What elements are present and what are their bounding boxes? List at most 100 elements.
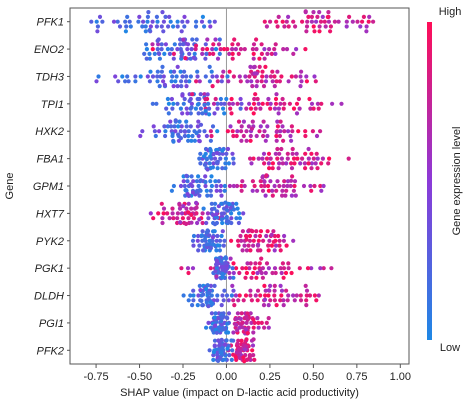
shap-point bbox=[307, 293, 313, 298]
shap-point bbox=[188, 74, 193, 79]
shap-point bbox=[291, 106, 297, 111]
shap-point bbox=[242, 347, 247, 352]
shap-point bbox=[222, 342, 228, 347]
shap-point bbox=[261, 84, 267, 89]
shap-point bbox=[268, 19, 273, 24]
shap-point bbox=[217, 343, 222, 348]
shap-point bbox=[231, 288, 236, 293]
shap-point bbox=[125, 14, 130, 19]
shap-point bbox=[288, 183, 293, 189]
shap-point bbox=[182, 14, 187, 19]
gene-label-pgi1: PGI1 bbox=[39, 318, 64, 330]
shap-point bbox=[202, 92, 207, 97]
shap-point bbox=[269, 243, 274, 248]
shap-point bbox=[152, 129, 157, 134]
shap-point bbox=[241, 133, 246, 139]
shap-point bbox=[274, 138, 279, 143]
shap-point bbox=[239, 183, 244, 189]
shap-point bbox=[273, 42, 278, 47]
shap-point bbox=[123, 19, 128, 24]
shap-point bbox=[315, 156, 320, 161]
shap-point bbox=[235, 341, 240, 346]
shap-point bbox=[280, 188, 285, 193]
shap-point bbox=[266, 325, 271, 330]
shap-point bbox=[237, 216, 242, 221]
shap-point bbox=[258, 229, 264, 234]
shap-point bbox=[231, 74, 236, 79]
shap-point bbox=[220, 272, 225, 277]
shap-point bbox=[294, 151, 299, 156]
shap-point bbox=[210, 47, 215, 52]
shap-point bbox=[178, 42, 183, 47]
shap-point bbox=[266, 316, 271, 321]
shap-point bbox=[199, 233, 205, 238]
shap-point bbox=[188, 182, 193, 187]
shap-point bbox=[218, 96, 223, 102]
shap-point bbox=[211, 242, 216, 247]
shap-point bbox=[186, 138, 191, 143]
shap-point bbox=[214, 248, 219, 253]
shap-point bbox=[367, 14, 372, 19]
shap-point bbox=[303, 283, 308, 288]
shap-point bbox=[252, 320, 257, 325]
shap-point bbox=[280, 96, 285, 102]
shap-point bbox=[194, 200, 199, 205]
shap-point bbox=[207, 64, 212, 69]
shap-point bbox=[307, 96, 312, 102]
shap-point bbox=[171, 56, 176, 61]
shap-point bbox=[189, 105, 194, 110]
shap-point bbox=[180, 216, 185, 221]
shap-point bbox=[286, 129, 291, 134]
shap-point bbox=[220, 275, 225, 280]
shap-point bbox=[291, 51, 296, 57]
shap-point bbox=[221, 69, 226, 74]
shap-point bbox=[214, 258, 219, 263]
shap-point bbox=[247, 74, 252, 79]
shap-point bbox=[238, 106, 243, 111]
shap-point bbox=[194, 37, 199, 42]
shap-point bbox=[213, 311, 218, 316]
gene-label-tdh3: TDH3 bbox=[35, 71, 65, 83]
shap-point bbox=[249, 275, 254, 280]
shap-point bbox=[180, 111, 185, 116]
shap-point bbox=[224, 204, 229, 209]
shap-point bbox=[261, 238, 266, 243]
shap-point bbox=[264, 261, 270, 266]
shap-point bbox=[231, 298, 236, 303]
shap-point bbox=[273, 243, 279, 248]
shap-point bbox=[186, 210, 191, 215]
shap-point bbox=[273, 51, 278, 57]
shap-point bbox=[267, 238, 272, 243]
shap-point bbox=[184, 173, 189, 178]
shap-point bbox=[208, 283, 214, 288]
shap-point bbox=[282, 233, 287, 239]
x-tick-label: 1.00 bbox=[390, 371, 411, 383]
shap-point bbox=[198, 151, 203, 156]
shap-point bbox=[260, 74, 265, 79]
shap-point bbox=[245, 79, 250, 84]
shap-point bbox=[167, 14, 172, 19]
shap-point bbox=[204, 325, 209, 330]
shap-point bbox=[179, 84, 184, 89]
shap-point bbox=[263, 293, 268, 298]
shap-point bbox=[251, 156, 256, 161]
shap-point bbox=[281, 238, 286, 243]
shap-point bbox=[268, 101, 273, 106]
shap-point bbox=[243, 293, 249, 298]
shap-point bbox=[211, 298, 216, 303]
shap-point bbox=[212, 315, 217, 320]
shap-point bbox=[236, 42, 241, 47]
shap-point bbox=[194, 19, 199, 24]
shap-point bbox=[184, 84, 189, 89]
shap-point bbox=[257, 64, 262, 69]
shap-point bbox=[301, 183, 307, 189]
shap-point bbox=[262, 47, 267, 52]
shap-point bbox=[170, 211, 175, 216]
shap-point bbox=[277, 79, 282, 84]
shap-point bbox=[200, 47, 205, 52]
shap-point bbox=[230, 129, 235, 134]
shap-point bbox=[219, 101, 224, 106]
gene-label-tpi1: TPI1 bbox=[41, 99, 64, 111]
shap-point bbox=[217, 37, 222, 42]
shap-point bbox=[224, 293, 230, 298]
